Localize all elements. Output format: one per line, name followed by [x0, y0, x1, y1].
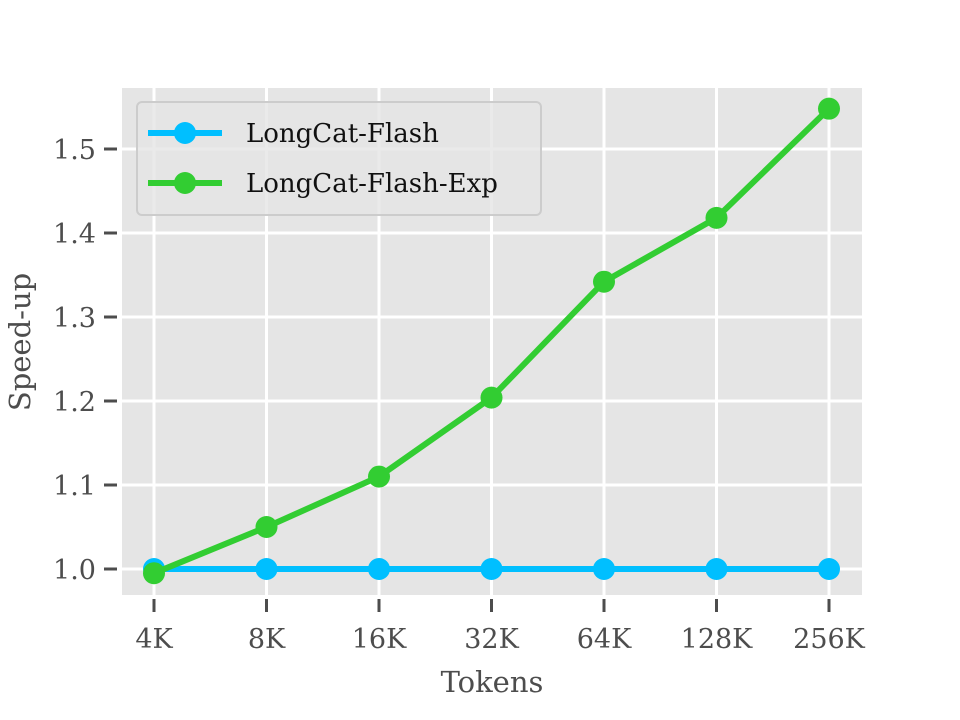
legend-label: LongCat-Flash-Exp [246, 169, 498, 199]
x-tick-label: 256K [793, 624, 866, 655]
x-tick-label: 16K [352, 624, 407, 655]
y-tick-label: 1.0 [53, 555, 96, 586]
legend: LongCat-Flash LongCat-Flash-Exp [136, 101, 542, 216]
data-point [255, 558, 278, 580]
x-axis: 4K 8K 16K 32K 64K 128K 256K [135, 599, 866, 655]
data-point [480, 386, 503, 409]
legend-item: LongCat-Flash-Exp [148, 169, 498, 199]
data-point [255, 516, 278, 538]
y-tick-label: 1.4 [53, 219, 96, 250]
x-tick-label: 32K [464, 624, 519, 655]
data-point [705, 206, 728, 229]
y-tick-label: 1.2 [53, 387, 96, 418]
y-tick-label: 1.1 [53, 471, 96, 502]
data-point [480, 558, 503, 580]
x-tick-label: 128K [681, 624, 754, 655]
y-axis: 1.0 1.1 1.2 1.3 1.4 1.5 [53, 135, 117, 586]
x-tick-label: 8K [248, 624, 286, 655]
legend-marker-icon [174, 172, 196, 194]
data-point [593, 270, 615, 293]
x-tick-label: 64K [577, 624, 632, 655]
y-tick-label: 1.5 [53, 135, 96, 166]
legend-item: LongCat-Flash [148, 119, 439, 149]
data-point [368, 558, 390, 580]
data-point [705, 558, 728, 580]
y-axis-title: Speed-up [3, 273, 37, 411]
x-tick-label: 4K [135, 624, 173, 655]
y-tick-label: 1.3 [53, 303, 96, 334]
series-longcat-flash-exp [143, 97, 840, 585]
data-point [818, 97, 840, 120]
data-point [143, 562, 165, 585]
legend-marker-icon [174, 122, 196, 144]
legend-label: LongCat-Flash [246, 119, 439, 149]
series-lines [143, 97, 840, 585]
data-point [368, 465, 390, 488]
data-point [818, 558, 840, 580]
legend-box [136, 101, 542, 216]
data-point [593, 558, 615, 580]
x-axis-title: Tokens [441, 665, 544, 699]
